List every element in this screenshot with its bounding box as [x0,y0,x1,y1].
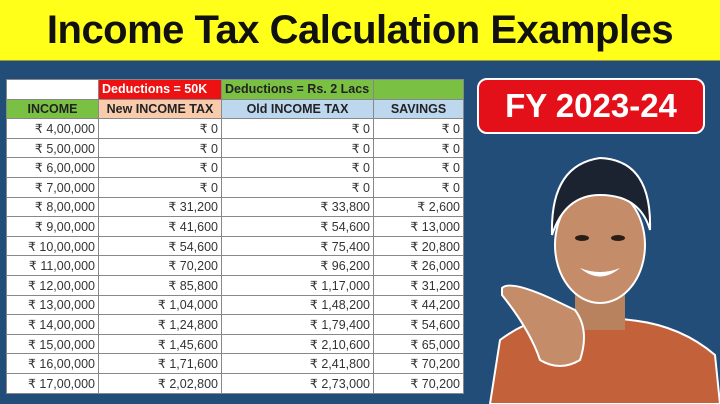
savings-cell: ₹ 13,000 [373,216,464,237]
fy-badge: FY 2023-24 [477,78,705,134]
savings-cell: ₹ 20,800 [373,235,464,257]
income-cell: ₹ 4,00,000 [6,118,99,139]
new-tax-cell: ₹ 41,600 [98,216,222,237]
savings-cell: ₹ 65,000 [373,333,464,355]
old-tax-cell: ₹ 75,400 [221,235,374,257]
savings-cell: ₹ 70,200 [373,372,464,394]
old-tax-cell: ₹ 0 [221,157,374,178]
table-row: ₹ 17,00,000 ₹ 2,02,800 ₹ 2,73,000 ₹ 70,200 [6,372,464,394]
old-tax-cell: ₹ 1,79,400 [221,314,374,335]
tax-table: Deductions = 50K Deductions = Rs. 2 Lacs… [6,79,464,394]
blank-cell [373,79,464,100]
table-row: ₹ 7,00,000 ₹ 0 ₹ 0 ₹ 0 [6,176,464,198]
income-cell: ₹ 13,00,000 [6,294,99,316]
group-header-new: Deductions = 50K [98,79,222,100]
savings-cell: ₹ 2,600 [373,196,464,218]
table-row: ₹ 10,00,000 ₹ 54,600 ₹ 75,400 ₹ 20,800 [6,235,464,257]
income-cell: ₹ 14,00,000 [6,314,99,335]
pointing-hand [501,284,585,367]
savings-cell: ₹ 26,000 [373,255,464,276]
old-tax-cell: ₹ 33,800 [221,196,374,218]
new-tax-cell: ₹ 1,24,800 [98,314,222,335]
fy-label: FY 2023-24 [505,87,677,124]
savings-cell: ₹ 0 [373,157,464,178]
new-tax-cell: ₹ 0 [98,118,222,139]
col-savings: SAVINGS [373,98,464,120]
new-tax-cell: ₹ 1,71,600 [98,353,222,374]
group-header-old: Deductions = Rs. 2 Lacs [221,79,374,100]
new-tax-cell: ₹ 2,02,800 [98,372,222,394]
savings-cell: ₹ 70,200 [373,353,464,374]
income-cell: ₹ 5,00,000 [6,137,99,159]
new-tax-cell: ₹ 54,600 [98,235,222,257]
col-income: INCOME [6,98,99,120]
table-row: ₹ 8,00,000 ₹ 31,200 ₹ 33,800 ₹ 2,600 [6,196,464,218]
new-tax-cell: ₹ 31,200 [98,196,222,218]
hair [550,156,652,236]
table-row: ₹ 12,00,000 ₹ 85,800 ₹ 1,17,000 ₹ 31,200 [6,274,464,296]
old-tax-cell: ₹ 0 [221,118,374,139]
income-cell: ₹ 8,00,000 [6,196,99,218]
income-cell: ₹ 12,00,000 [6,274,99,296]
group-header-row: Deductions = 50K Deductions = Rs. 2 Lacs [6,79,464,100]
table-row: ₹ 6,00,000 ₹ 0 ₹ 0 ₹ 0 [6,157,464,178]
old-tax-cell: ₹ 2,41,800 [221,353,374,374]
table-row: ₹ 13,00,000 ₹ 1,04,000 ₹ 1,48,200 ₹ 44,200 [6,294,464,316]
income-cell: ₹ 6,00,000 [6,157,99,178]
old-tax-cell: ₹ 1,48,200 [221,294,374,316]
old-tax-cell: ₹ 96,200 [221,255,374,276]
table-row: ₹ 14,00,000 ₹ 1,24,800 ₹ 1,79,400 ₹ 54,600 [6,314,464,335]
savings-cell: ₹ 0 [373,137,464,159]
new-tax-cell: ₹ 1,45,600 [98,333,222,355]
new-tax-cell: ₹ 0 [98,137,222,159]
new-tax-cell: ₹ 85,800 [98,274,222,296]
income-cell: ₹ 10,00,000 [6,235,99,257]
table-row: ₹ 11,00,000 ₹ 70,200 ₹ 96,200 ₹ 26,000 [6,255,464,276]
income-cell: ₹ 16,00,000 [6,353,99,374]
column-header-row: INCOME New INCOME TAX Old INCOME TAX SAV… [6,98,464,120]
old-tax-cell: ₹ 54,600 [221,216,374,237]
blank-cell [6,79,99,100]
savings-cell: ₹ 31,200 [373,274,464,296]
new-tax-cell: ₹ 0 [98,157,222,178]
col-old-tax: Old INCOME TAX [221,98,374,120]
income-cell: ₹ 9,00,000 [6,216,99,237]
presenter-photo [488,156,720,404]
title-banner: Income Tax Calculation Examples [0,0,720,61]
table-row: ₹ 15,00,000 ₹ 1,45,600 ₹ 2,10,600 ₹ 65,000 [6,333,464,355]
new-tax-cell: ₹ 0 [98,176,222,198]
table-row: ₹ 9,00,000 ₹ 41,600 ₹ 54,600 ₹ 13,000 [6,216,464,237]
income-cell: ₹ 11,00,000 [6,255,99,276]
old-tax-cell: ₹ 1,17,000 [221,274,374,296]
income-cell: ₹ 17,00,000 [6,372,99,394]
savings-cell: ₹ 54,600 [373,314,464,335]
savings-cell: ₹ 44,200 [373,294,464,316]
new-tax-cell: ₹ 70,200 [98,255,222,276]
new-tax-cell: ₹ 1,04,000 [98,294,222,316]
old-tax-cell: ₹ 2,10,600 [221,333,374,355]
table-row: ₹ 5,00,000 ₹ 0 ₹ 0 ₹ 0 [6,137,464,159]
old-tax-cell: ₹ 0 [221,137,374,159]
income-cell: ₹ 15,00,000 [6,333,99,355]
table-row: ₹ 4,00,000 ₹ 0 ₹ 0 ₹ 0 [6,118,464,139]
old-tax-cell: ₹ 0 [221,176,374,198]
savings-cell: ₹ 0 [373,118,464,139]
income-cell: ₹ 7,00,000 [6,176,99,198]
page-title: Income Tax Calculation Examples [46,7,674,52]
old-tax-cell: ₹ 2,73,000 [221,372,374,394]
savings-cell: ₹ 0 [373,176,464,198]
table-row: ₹ 16,00,000 ₹ 1,71,600 ₹ 2,41,800 ₹ 70,200 [6,353,464,374]
col-new-tax: New INCOME TAX [98,98,222,120]
